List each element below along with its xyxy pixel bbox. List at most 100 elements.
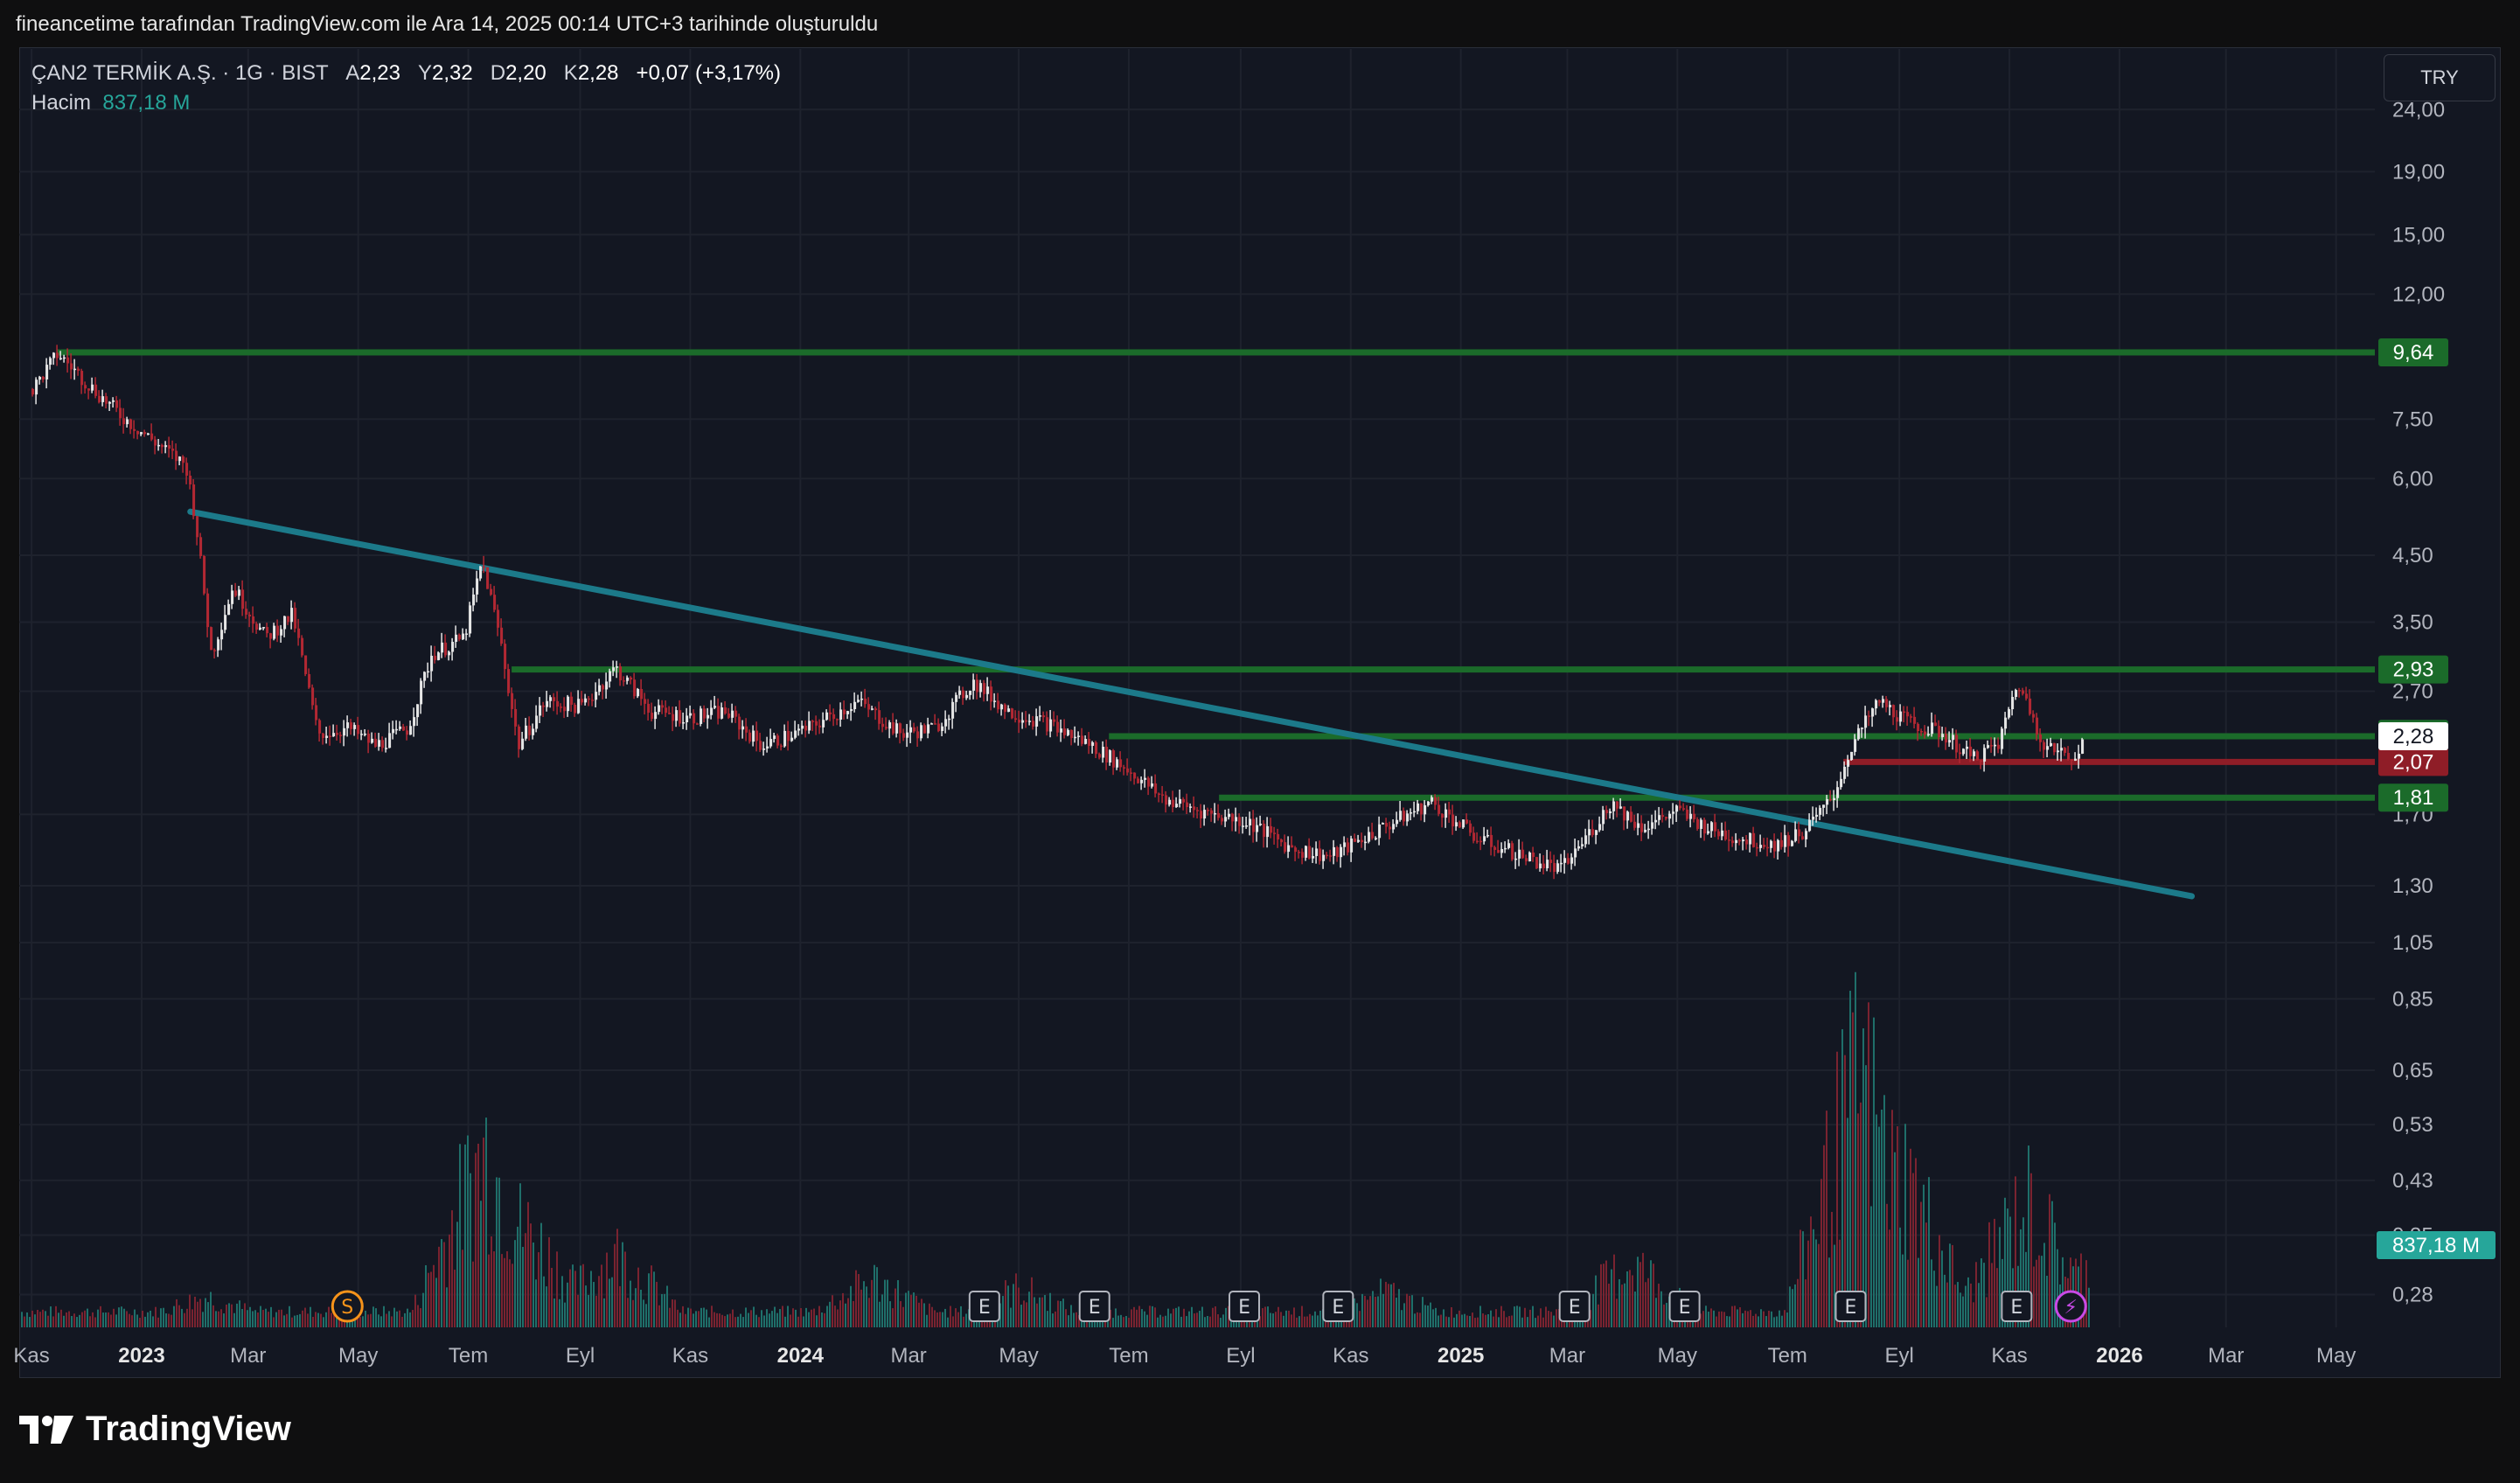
candle-body <box>542 705 546 707</box>
y-tick-label: 19,00 <box>2392 160 2445 184</box>
candle-body <box>843 709 846 714</box>
earnings-marker-icon[interactable] <box>968 1291 1000 1322</box>
price-badge-9,64-bg <box>2378 338 2448 366</box>
candle-body <box>479 566 483 579</box>
candle-body <box>1088 739 1091 746</box>
volume-bar <box>1637 1257 1639 1327</box>
candle-body <box>738 716 741 730</box>
volume-bar <box>1621 1285 1623 1327</box>
candle-body <box>1483 836 1486 842</box>
open-label: A <box>345 61 360 85</box>
trendline[interactable] <box>187 508 2196 900</box>
volume-bar <box>913 1292 915 1327</box>
volume-bar <box>1036 1303 1038 1327</box>
volume-bar <box>619 1285 621 1327</box>
volume-bar <box>2080 1253 2082 1327</box>
tradingview-brand[interactable]: TradingView <box>19 1410 291 1449</box>
earnings-marker-icon[interactable] <box>2001 1291 2033 1322</box>
candle-body <box>175 450 178 462</box>
alert-marker-icon[interactable] <box>2054 1290 2087 1323</box>
y-tick-label: 12,00 <box>2392 282 2445 306</box>
volume-bar <box>522 1246 524 1327</box>
volume-bar <box>1973 1302 1974 1327</box>
volume-bar <box>1149 1305 1151 1327</box>
candle-body <box>1007 708 1011 713</box>
volume-bar <box>168 1313 170 1327</box>
candle-body <box>1084 739 1088 744</box>
candle-body <box>997 700 1000 710</box>
volume-bar <box>724 1316 726 1327</box>
volume-bar <box>108 1312 109 1327</box>
volume-bar <box>1359 1311 1361 1327</box>
earnings-marker-icon[interactable] <box>1668 1291 1701 1322</box>
volume-bar <box>1590 1310 1591 1327</box>
candle-body <box>80 371 84 386</box>
volume-bar <box>144 1316 146 1327</box>
volume-bar <box>1899 1227 1901 1327</box>
candle-body <box>1871 708 1875 717</box>
volume-bar <box>2030 1173 2032 1327</box>
candle-body <box>1910 716 1913 718</box>
earnings-marker-icon[interactable] <box>1322 1291 1354 1322</box>
volume-bar <box>653 1271 655 1327</box>
volume-bar <box>1180 1316 1182 1327</box>
earnings-marker-icon[interactable] <box>1834 1291 1867 1322</box>
earnings-marker-icon[interactable] <box>1078 1291 1110 1322</box>
volume-bar <box>1776 1316 1778 1327</box>
candle-body <box>1196 810 1200 811</box>
volume-bar <box>163 1307 164 1327</box>
candle-body <box>581 699 584 703</box>
volume-bar <box>79 1314 80 1327</box>
split-marker-icon[interactable] <box>331 1290 364 1323</box>
candle-body <box>1417 803 1420 811</box>
volume-bar <box>1592 1293 1594 1327</box>
candle-body <box>532 728 535 735</box>
volume-bar <box>1049 1292 1051 1327</box>
volume-bar <box>1923 1184 1925 1327</box>
volume-bar <box>1041 1297 1043 1327</box>
candle-body <box>423 672 427 681</box>
volume-label[interactable]: Hacim <box>31 91 92 115</box>
volume-bar <box>708 1317 710 1327</box>
volume-bar <box>1309 1313 1311 1327</box>
earnings-marker-icon[interactable] <box>1558 1291 1591 1322</box>
candle-body <box>231 590 234 604</box>
volume-bar <box>488 1254 490 1327</box>
volume-bar <box>1120 1314 1122 1327</box>
earnings-marker-icon[interactable] <box>1229 1291 1261 1322</box>
candle-body <box>1207 810 1210 811</box>
candle-body <box>955 694 958 702</box>
candle-body <box>56 352 59 359</box>
candle-body <box>766 746 769 749</box>
candle-body <box>1570 857 1574 864</box>
candle-body <box>154 439 157 446</box>
volume-bar <box>1933 1271 1935 1327</box>
volume-bar <box>535 1279 537 1327</box>
chart-panel[interactable] <box>19 47 2501 1378</box>
volume-bar <box>947 1317 949 1327</box>
candle-body <box>1917 723 1920 732</box>
volume-bar <box>92 1312 94 1327</box>
currency-button[interactable]: TRY <box>2384 54 2496 101</box>
volume-bar <box>31 1310 33 1327</box>
candle-body <box>1175 804 1179 808</box>
volume-bar <box>698 1311 700 1327</box>
candle-body <box>762 748 766 750</box>
x-tick-label: 2023 <box>118 1344 164 1368</box>
volume-bar <box>737 1316 739 1327</box>
volume-bar <box>740 1313 741 1327</box>
volume-bar <box>546 1286 547 1327</box>
candle-body <box>1472 832 1476 841</box>
candle-body <box>206 593 210 628</box>
volume-bar <box>283 1315 285 1327</box>
volume-bar <box>1815 1239 1817 1327</box>
candle-body <box>514 708 518 727</box>
volume-bar <box>706 1309 707 1327</box>
symbol-name[interactable]: ÇAN2 TERMİK A.Ş. · 1G · BIST <box>31 61 329 85</box>
candle-body <box>801 725 804 729</box>
candle-body <box>1997 744 2001 749</box>
candle-body <box>416 704 420 718</box>
candle-body <box>983 683 986 694</box>
volume-bar <box>1479 1305 1481 1327</box>
